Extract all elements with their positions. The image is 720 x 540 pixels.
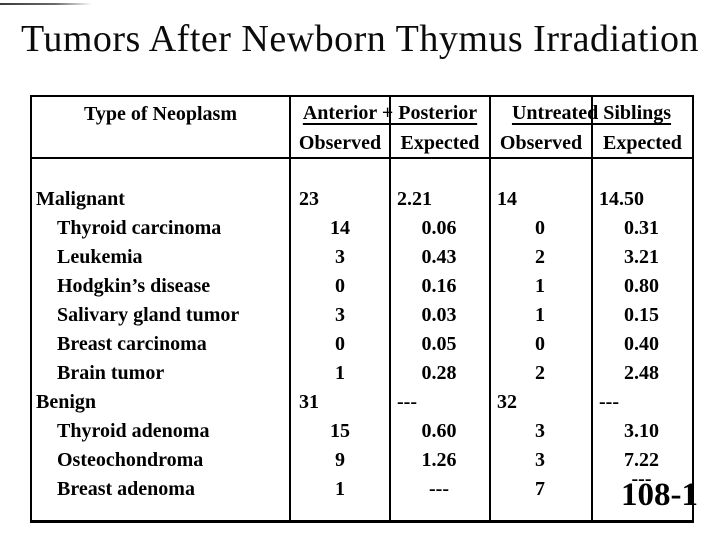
- value-cell: 1: [335, 362, 345, 384]
- value-cell: 15: [330, 420, 350, 442]
- table-body: Malignant 23 2.21 14 14.50 Thyroid carci…: [32, 185, 692, 504]
- value-cell: 2.48: [624, 362, 659, 384]
- value-cell: 1: [535, 304, 545, 326]
- value-cell: 23: [299, 188, 319, 210]
- table-row: Osteochondroma 9 1.26 3 7.22: [32, 446, 692, 475]
- row-label: Breast carcinoma: [57, 333, 207, 355]
- value-cell: 32: [497, 391, 517, 413]
- page-title: Tumors After Newborn Thymus Irradiation: [20, 18, 700, 60]
- header-divider: [32, 157, 692, 159]
- value-cell: 7: [535, 478, 545, 500]
- value-cell: 3: [335, 304, 345, 326]
- value-cell: 0.60: [421, 420, 457, 442]
- value-cell: 0.80: [624, 275, 659, 297]
- row-label: Malignant: [36, 188, 125, 210]
- value-cell: 31: [299, 391, 319, 413]
- header-observed-ap: Observed: [298, 132, 382, 154]
- value-cell: 3: [535, 420, 545, 442]
- row-label: Brain tumor: [57, 362, 165, 384]
- value-cell: 0.03: [421, 304, 457, 326]
- row-label: Salivary gland tumor: [57, 304, 240, 326]
- value-cell: ---: [429, 478, 449, 500]
- value-cell: 3.10: [624, 420, 659, 442]
- value-cell: ---: [397, 391, 417, 413]
- value-cell: 1: [535, 275, 545, 297]
- value-cell: 0.43: [421, 246, 457, 268]
- table-row: Salivary gland tumor 3 0.03 1 0.15: [32, 301, 692, 330]
- header-expected-us: Expected: [603, 132, 682, 154]
- value-cell: 1: [335, 478, 345, 500]
- header-group-anterior-posterior: Anterior + Posterior: [302, 102, 478, 124]
- table-row: Thyroid adenoma 15 0.60 3 3.10: [32, 417, 692, 446]
- value-cell: ---: [599, 391, 619, 413]
- row-label: Thyroid adenoma: [57, 420, 210, 442]
- table-row: Malignant 23 2.21 14 14.50: [32, 185, 692, 214]
- row-label: Osteochondroma: [57, 449, 204, 471]
- value-cell: 3: [335, 246, 345, 268]
- value-cell: 7.22: [624, 449, 659, 471]
- value-cell: 0: [535, 333, 545, 355]
- row-label: Hodgkin’s disease: [57, 275, 211, 297]
- table-row: Leukemia 3 0.43 2 3.21: [32, 243, 692, 272]
- row-label: Leukemia: [57, 246, 143, 268]
- row-label: Breast adenoma: [57, 478, 195, 500]
- value-cell: 14: [330, 217, 350, 239]
- header-type-of-neoplasm: Type of Neoplasm: [84, 103, 237, 125]
- slide-edge-artifact: [0, 3, 92, 5]
- value-cell: 2: [535, 246, 545, 268]
- header-group-untreated-siblings: Untreated Siblings: [511, 102, 672, 124]
- table-row: Hodgkin’s disease 0 0.16 1 0.80: [32, 272, 692, 301]
- value-cell: 0.15: [624, 304, 659, 326]
- table-row: Breast carcinoma 0 0.05 0 0.40: [32, 330, 692, 359]
- column-divider: [289, 97, 291, 520]
- tumor-table: Type of Neoplasm Anterior + Posterior Un…: [30, 95, 694, 523]
- column-divider: [389, 97, 391, 520]
- value-cell: 0.40: [624, 333, 659, 355]
- value-cell: 3: [535, 449, 545, 471]
- column-divider: [489, 97, 491, 520]
- value-cell: 0.06: [421, 217, 457, 239]
- value-cell: 0.31: [624, 217, 659, 239]
- value-cell: 0.28: [421, 362, 457, 384]
- row-label: Benign: [36, 391, 97, 413]
- value-cell: 9: [335, 449, 345, 471]
- slide-number-label: 108-1: [621, 477, 698, 513]
- table-row: Brain tumor 1 0.28 2 2.48: [32, 359, 692, 388]
- value-cell: 14.50: [599, 188, 644, 210]
- value-cell: 3.21: [624, 246, 659, 268]
- value-cell: 0.05: [421, 333, 457, 355]
- value-cell: 0: [535, 217, 545, 239]
- row-label: Thyroid carcinoma: [57, 217, 222, 239]
- table-row: Benign 31 --- 32 ---: [32, 388, 692, 417]
- table-row: Thyroid carcinoma 14 0.06 0 0.31: [32, 214, 692, 243]
- header-observed-us: Observed: [499, 132, 583, 154]
- value-cell: ---: [631, 468, 652, 490]
- value-cell: 0: [335, 333, 345, 355]
- value-cell: 0.16: [421, 275, 457, 297]
- column-divider: [591, 97, 593, 520]
- table-row: Breast adenoma 1 --- 7 ---: [32, 468, 692, 504]
- value-cell: 2.21: [397, 188, 432, 210]
- value-cell: 0: [335, 275, 345, 297]
- value-cell: 2: [535, 362, 545, 384]
- value-cell: 1.26: [421, 449, 457, 471]
- header-expected-ap: Expected: [400, 132, 480, 154]
- value-cell: 14: [497, 188, 517, 210]
